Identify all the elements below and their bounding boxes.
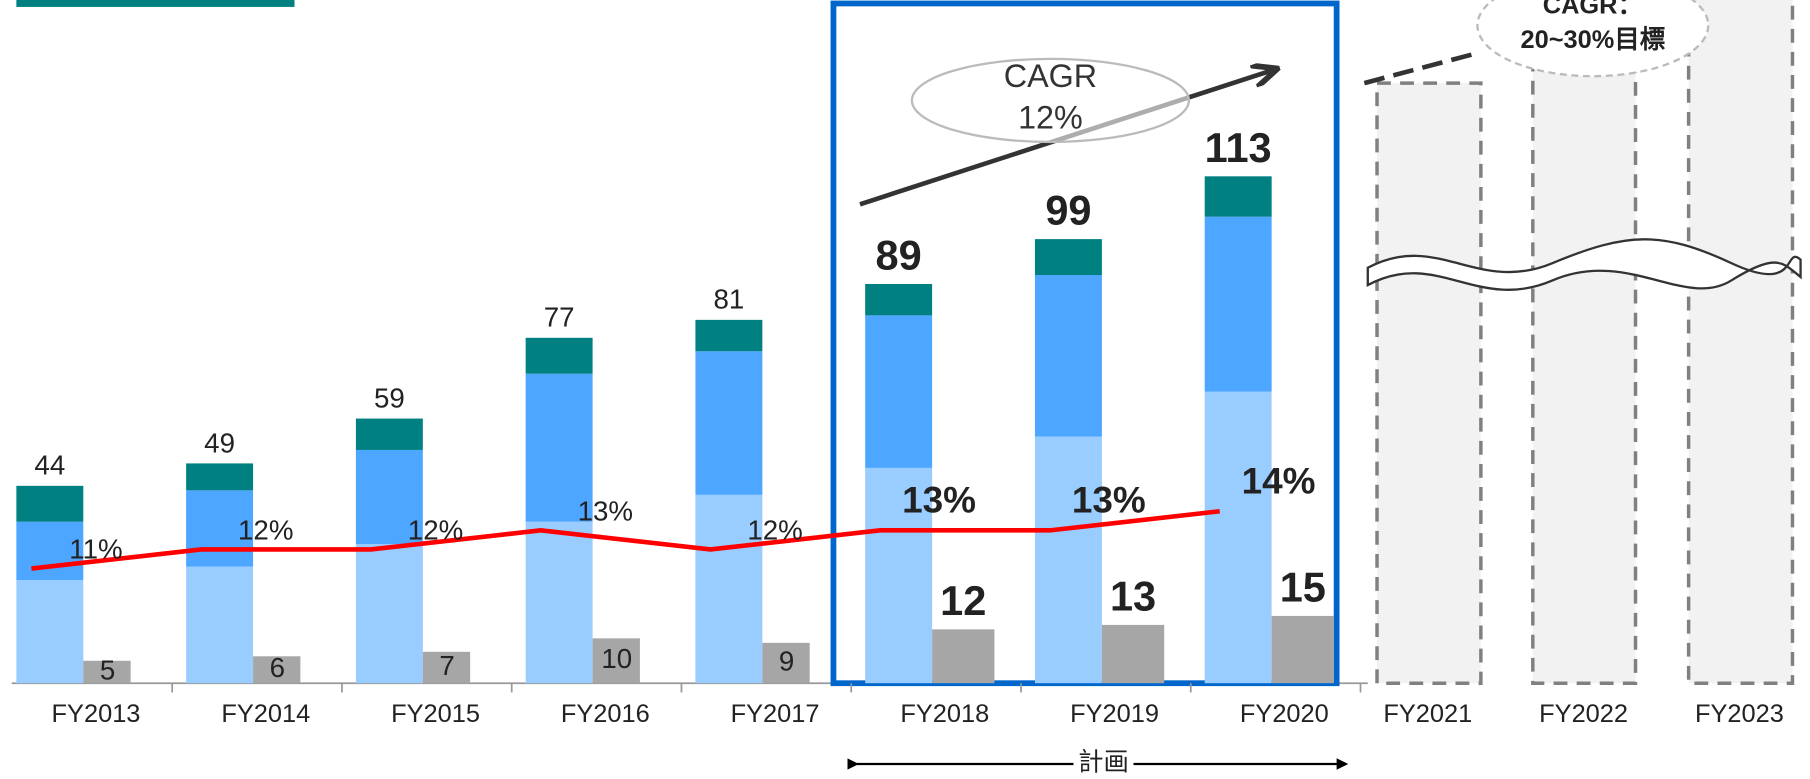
line-label: 12% <box>238 514 293 545</box>
bar-segment <box>865 283 933 316</box>
future-placeholders: CAGR： 20~30%目標 <box>1363 0 1802 685</box>
bar-segment <box>355 449 423 545</box>
bar-segment <box>186 463 254 491</box>
line-label: 13% <box>578 495 633 526</box>
x-tick-label: FY2019 <box>1070 700 1159 728</box>
target-text: 20~30%目標 <box>1521 26 1666 54</box>
cagr-text: 12% <box>1018 100 1083 136</box>
bar-segment <box>186 490 254 567</box>
secondary-bar <box>253 656 301 684</box>
x-tick-label: FY2015 <box>391 700 480 728</box>
target-text: CAGR： <box>1543 0 1643 20</box>
x-tick-label: FY2020 <box>1240 700 1329 728</box>
secondary-label: 15 <box>1280 564 1326 611</box>
bar-segment <box>525 337 593 374</box>
secondary-bar <box>932 629 995 684</box>
line-label: 12% <box>747 514 802 545</box>
secondary-bar <box>1101 624 1165 684</box>
bar-segment <box>525 521 593 684</box>
bar-segment <box>865 315 933 468</box>
x-tick-label: FY2013 <box>52 700 141 728</box>
axis-break <box>1366 238 1802 291</box>
x-tick-label: FY2022 <box>1539 700 1628 728</box>
total-label: 99 <box>1045 187 1091 234</box>
ratio-line <box>31 508 1220 571</box>
total-label: 89 <box>876 232 922 279</box>
total-label: 113 <box>1205 124 1272 171</box>
secondary-bar <box>422 651 471 684</box>
target-bubble <box>1476 0 1710 78</box>
total-label: 59 <box>374 382 405 413</box>
plan-label: 計画 <box>1078 749 1129 777</box>
bar-segment <box>1034 239 1102 276</box>
secondary-bar <box>592 638 640 684</box>
line-label: 13% <box>1072 479 1146 520</box>
total-label: 81 <box>713 284 744 315</box>
trend-dash <box>1363 50 1479 86</box>
secondary-bar <box>1271 615 1334 684</box>
bar-segment <box>695 494 763 684</box>
secondary-label: 6 <box>270 652 285 683</box>
line-label: 12% <box>408 514 463 545</box>
bar-segment <box>1204 216 1272 392</box>
bar-segment <box>1034 436 1102 684</box>
total-label: 49 <box>204 427 235 458</box>
x-tick-label: FY2021 <box>1383 700 1472 728</box>
line-label: 11% <box>69 534 122 565</box>
placeholder-bar <box>1686 0 1795 685</box>
placeholder-bar <box>1531 44 1638 685</box>
bar-segment <box>16 521 84 581</box>
bar-segment <box>1204 391 1272 684</box>
placeholder-bar <box>1375 81 1483 685</box>
bar-segment <box>16 580 84 684</box>
x-tick-label: FY2018 <box>900 700 989 728</box>
bar-segment <box>355 544 423 684</box>
secondary-label: 10 <box>601 643 632 674</box>
header-bar <box>16 0 295 7</box>
secondary-label: 12 <box>940 577 986 624</box>
line-label: 13% <box>902 479 976 520</box>
bar-segment <box>695 319 763 352</box>
secondary-bar <box>83 660 131 684</box>
cagr-text: CAGR <box>1004 58 1097 94</box>
bar-segment <box>186 566 254 684</box>
x-tick-label: FY2016 <box>561 700 650 728</box>
secondary-label: 13 <box>1110 572 1156 619</box>
bar-segment <box>1034 275 1102 437</box>
total-label: 77 <box>544 302 575 333</box>
x-tick-label: FY2017 <box>731 700 820 728</box>
secondary-label: 9 <box>779 645 794 676</box>
bar-segment <box>525 373 593 522</box>
bar-segment <box>16 485 84 522</box>
secondary-label: 5 <box>100 654 115 685</box>
secondary-bar <box>762 642 810 684</box>
line-label: 14% <box>1242 460 1316 501</box>
total-label: 44 <box>34 450 65 481</box>
bar-segment <box>865 467 933 684</box>
bar-segment <box>695 351 763 495</box>
bar-segment <box>355 418 423 450</box>
bar-segment <box>1204 176 1272 217</box>
x-tick-label: FY2014 <box>221 700 310 728</box>
cagr-bubble <box>910 57 1191 144</box>
secondary-label: 7 <box>439 650 454 681</box>
x-tick-label: FY2023 <box>1695 700 1784 728</box>
